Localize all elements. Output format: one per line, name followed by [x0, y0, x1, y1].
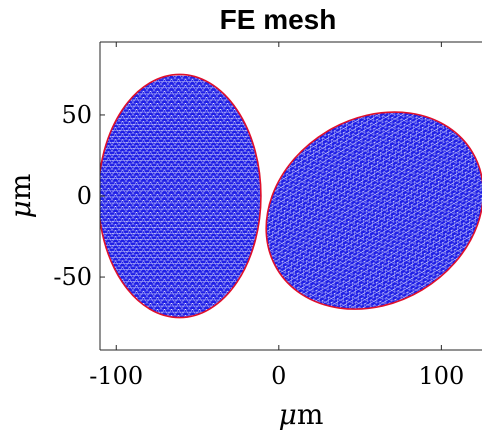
mesh-region-2 [265, 111, 482, 310]
mesh-region-2-boundary [265, 111, 482, 310]
mesh-region-1-fill [100, 74, 261, 318]
y-tick-label: 0 [77, 182, 92, 210]
x-tick-label: 100 [418, 362, 464, 390]
ticks: -100 0 100 -50 0 50 [53, 42, 464, 390]
mesh-region-2-fill [266, 112, 482, 310]
x-tick-label: 0 [271, 362, 286, 390]
y-axis-label-unit: m [4, 174, 37, 201]
mesh-region-1-boundary [100, 73, 262, 319]
y-tick-label: -50 [53, 263, 92, 291]
y-axis-label-mu: μ [4, 200, 37, 218]
x-axis-label: μm [279, 398, 324, 431]
y-axis-label: μm [4, 174, 37, 219]
mesh-regions [100, 73, 482, 319]
mesh-region-1 [100, 73, 262, 319]
x-axis-label-mu: μ [279, 398, 297, 431]
y-tick-label: 50 [61, 101, 92, 129]
chart-title: FE mesh [220, 4, 337, 35]
x-axis-label-unit: m [297, 398, 324, 431]
x-tick-label: -100 [89, 362, 143, 390]
